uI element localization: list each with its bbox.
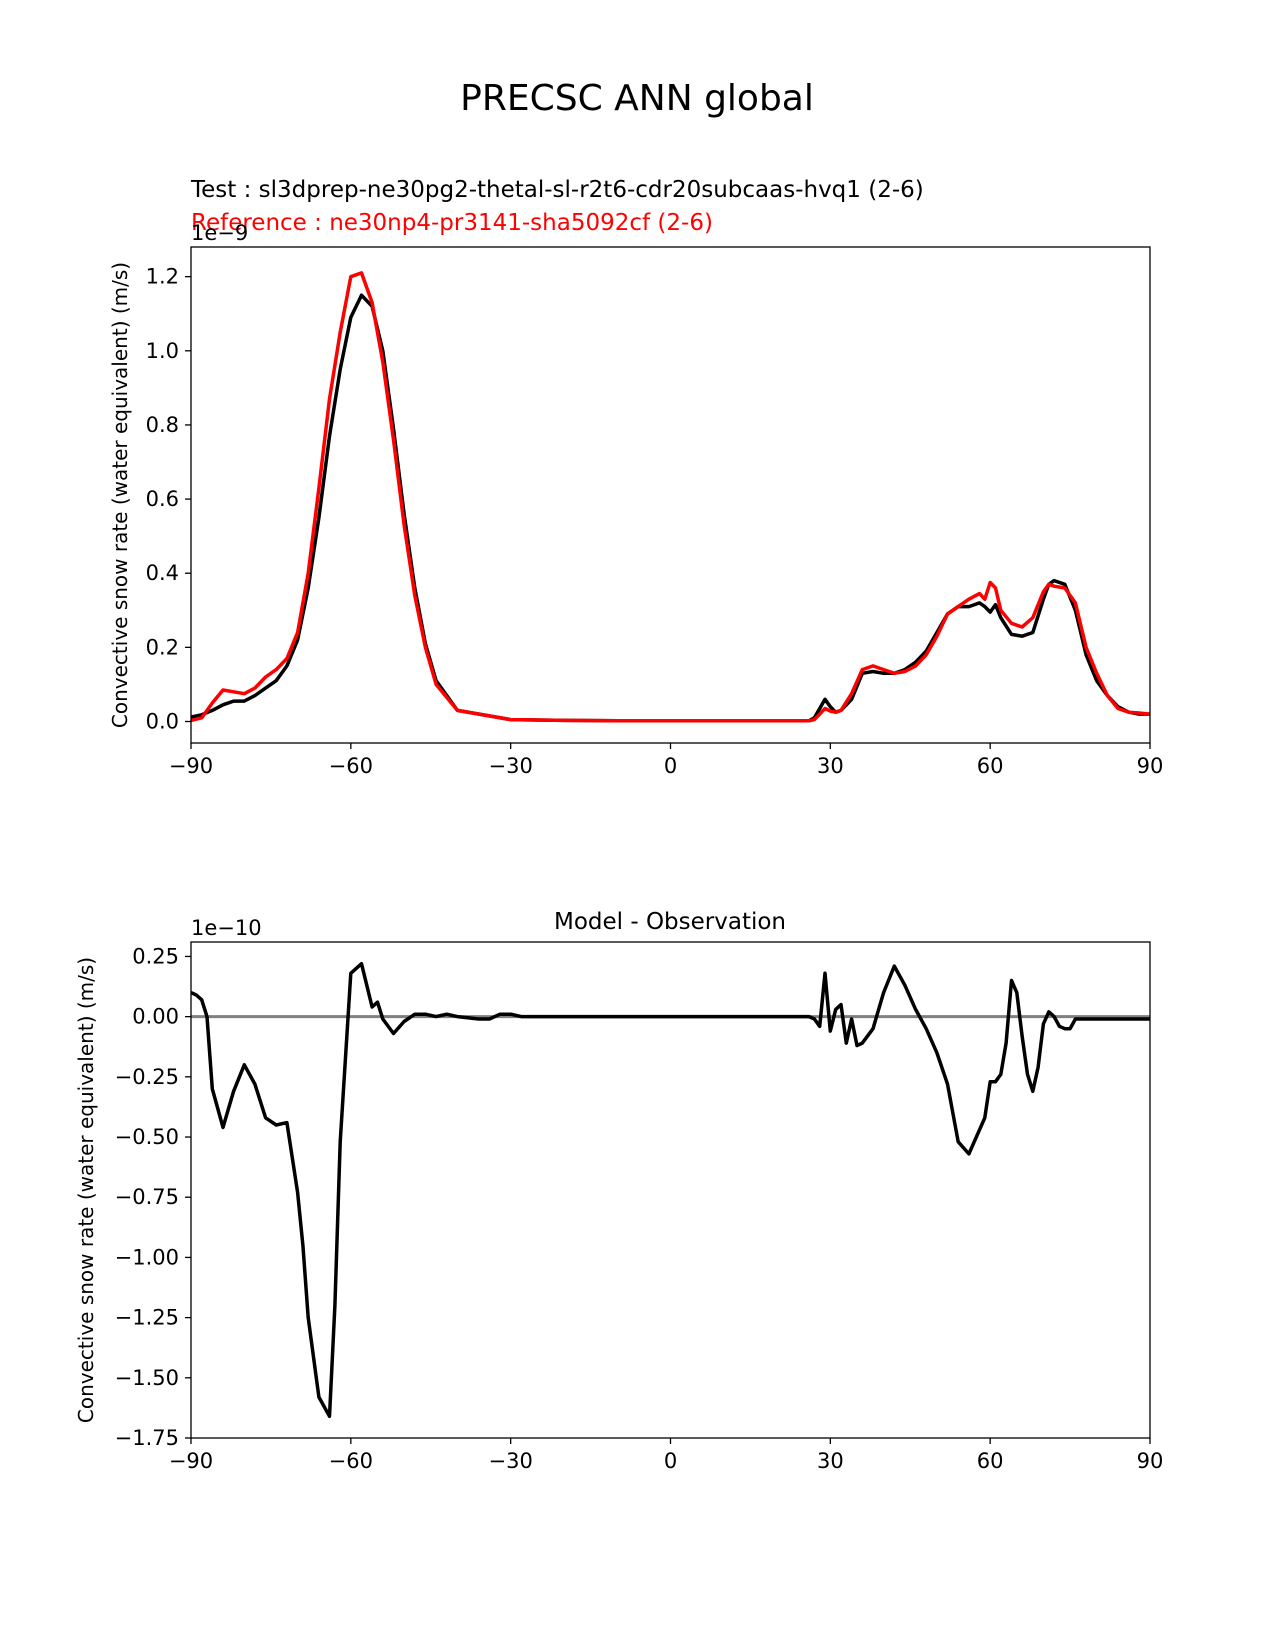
y-ticks-top: 0.0 0.2 0.4 0.6 0.8 1.0 1.2: [146, 265, 191, 733]
x-tick-label: 90: [1137, 1449, 1164, 1473]
y-tick-label: −1.75: [115, 1426, 179, 1450]
top-line-chart: Test : sl3dprep-ne30pg2-thetal-sl-r2t6-c…: [108, 177, 1163, 778]
x-tick-label: 0: [664, 1449, 677, 1473]
series-line-0: [191, 293, 1150, 723]
y-tick-label: −1.50: [115, 1366, 179, 1390]
x-tick-label: 60: [977, 754, 1004, 778]
plot-area-top: [191, 271, 1150, 723]
reference-title: Reference : ne30np4-pr3141-sha5092cf (2-…: [191, 210, 713, 236]
y-tick-label: −1.25: [115, 1306, 179, 1330]
y-tick-label: 0.4: [146, 561, 179, 585]
y-tick-label: −0.25: [115, 1065, 179, 1089]
series-line-0: [191, 961, 1150, 1419]
y-tick-label: −0.50: [115, 1125, 179, 1149]
y-tick-label: 0.25: [132, 944, 179, 968]
axes-frame-bottom: [190, 941, 1151, 1439]
y-ticks-bottom: 0.25 0.00 −0.25 −0.50 −0.75 −1.00 −1.25 −1.50 −1…: [115, 944, 191, 1450]
x-tick-label: 0: [664, 754, 677, 778]
x-tick-label: 30: [817, 1449, 844, 1473]
x-tick-label: 90: [1137, 754, 1164, 778]
y-axis-label-top: Convective snow rate (water equivalent) …: [108, 262, 132, 728]
y-tick-label: 0.2: [146, 635, 179, 659]
y-tick-label: 1.2: [146, 265, 179, 289]
x-tick-label: −60: [329, 754, 373, 778]
y-tick-label: 0.8: [146, 413, 179, 437]
y-tick-label: 0.6: [146, 487, 179, 511]
y-tick-label: −0.75: [115, 1185, 179, 1209]
y-tick-label: 0.0: [146, 709, 179, 733]
difference-title: Model - Observation: [554, 909, 786, 935]
x-tick-label: −90: [169, 1449, 213, 1473]
x-ticks-bottom: −90 −60 −30 0 30 60 90: [169, 1438, 1164, 1473]
y-offset-label-bottom: 1e−10: [191, 916, 262, 940]
x-tick-label: −30: [489, 754, 533, 778]
x-tick-label: −30: [489, 1449, 533, 1473]
x-tick-label: 30: [817, 754, 844, 778]
x-ticks-top: −90 −60 −30 0 30 60 90: [169, 743, 1164, 778]
x-tick-label: −60: [329, 1449, 373, 1473]
series-line-1: [191, 271, 1150, 723]
axes-frame-top: [190, 246, 1151, 744]
y-tick-label: −1.00: [115, 1245, 179, 1269]
test-title: Test : sl3dprep-ne30pg2-thetal-sl-r2t6-c…: [190, 177, 924, 203]
x-tick-label: −90: [169, 754, 213, 778]
y-tick-label: 0.00: [132, 1005, 179, 1029]
y-tick-label: 1.0: [146, 339, 179, 363]
y-axis-label-bottom: Convective snow rate (water equivalent) …: [74, 957, 98, 1423]
plot-area-bottom: [191, 961, 1150, 1419]
figure-suptitle: PRECSC ANN global: [460, 78, 814, 119]
bottom-difference-chart: Model - Observation 1e−10 Convective sno…: [74, 909, 1163, 1473]
y-offset-label-top: 1e−9: [191, 221, 248, 245]
x-tick-label: 60: [977, 1449, 1004, 1473]
